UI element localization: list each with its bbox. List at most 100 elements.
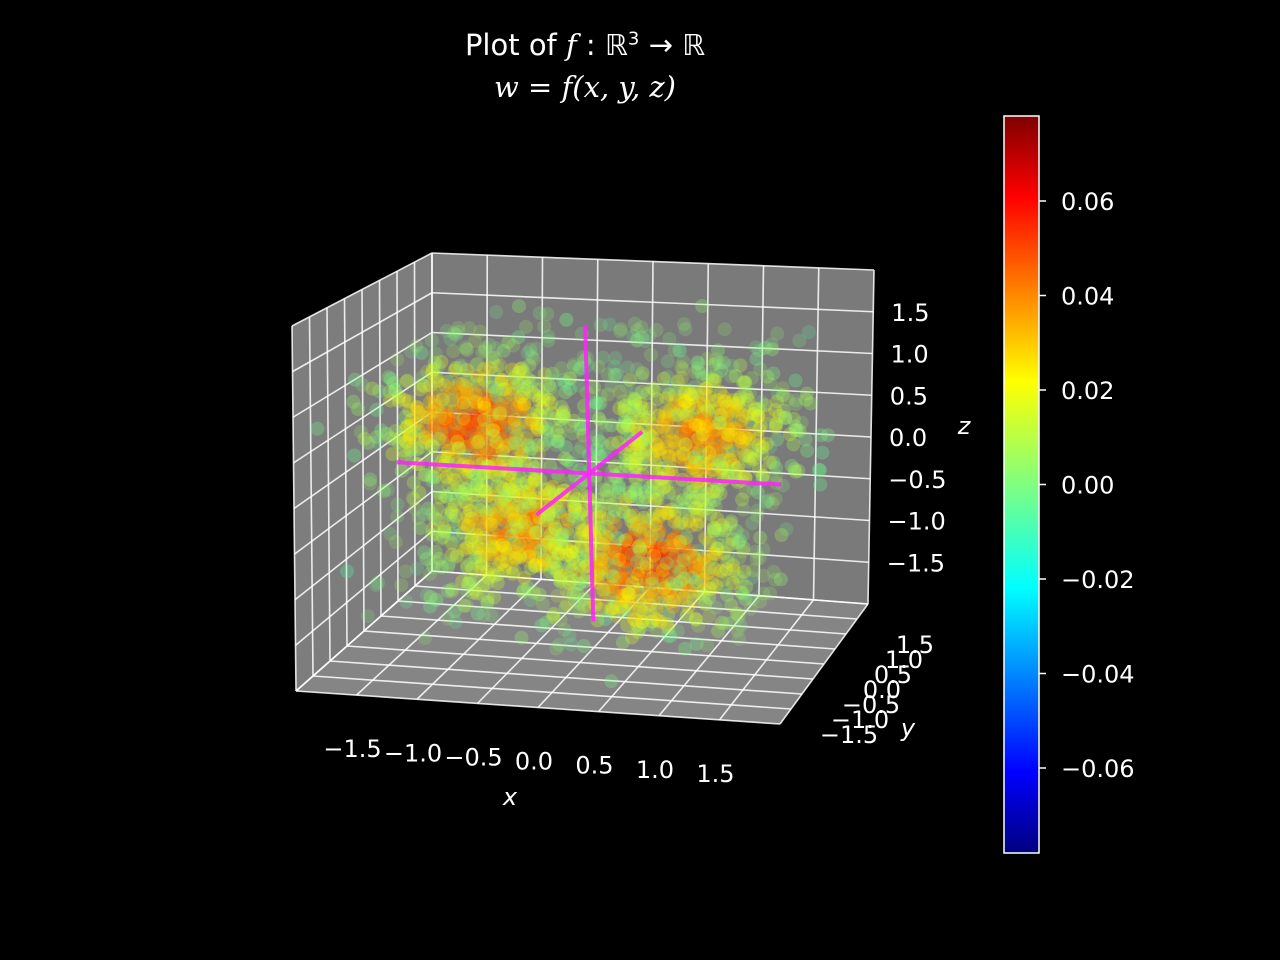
scatter-point [720, 554, 735, 569]
scatter-point [604, 572, 619, 586]
scatter-point [471, 540, 486, 555]
scatter-point [717, 322, 732, 337]
scatter-point [494, 527, 509, 541]
scatter-point [424, 404, 439, 419]
scatter-point [540, 502, 555, 517]
scatter-point [638, 485, 653, 500]
scatter-point [519, 539, 533, 554]
scatter-point [636, 604, 651, 619]
scatter-point [684, 455, 699, 470]
scatter-point [651, 527, 666, 542]
scatter-point [577, 599, 592, 614]
scatter-point [775, 381, 790, 396]
scatter-point [769, 468, 783, 483]
scatter-point [511, 423, 526, 437]
scatter-point [494, 479, 509, 494]
scatter-point [494, 555, 509, 570]
scatter-point [676, 553, 691, 568]
scatter-point [456, 525, 471, 540]
scatter-point [424, 439, 439, 454]
scatter-point [661, 505, 676, 520]
scatter-point [630, 592, 645, 607]
scatter-point [505, 362, 520, 377]
scatter-point [477, 387, 492, 402]
scatter-point [696, 551, 711, 566]
scatter-point [625, 415, 640, 430]
scatter-point [754, 394, 769, 409]
scatter-point [715, 526, 730, 541]
scatter-point [741, 449, 756, 464]
scatter-point [546, 606, 561, 621]
scatter-point [567, 504, 582, 518]
scatter-point [675, 446, 690, 461]
scatter-point [686, 484, 701, 499]
scatter-point [517, 400, 532, 415]
scatter-point [489, 305, 504, 319]
scatter-point [718, 616, 733, 631]
scatter-point [719, 405, 734, 420]
scatter-point [630, 333, 645, 348]
scatter-point [558, 600, 573, 615]
scatter-point [397, 443, 412, 458]
scatter-point [632, 539, 647, 554]
scatter-point [528, 558, 543, 573]
scatter-point [400, 373, 415, 388]
scatter-point [388, 424, 403, 438]
scatter-point [730, 396, 745, 410]
scatter-point [472, 483, 487, 498]
scatter-point [523, 438, 538, 453]
scatter-point [471, 435, 486, 450]
scatter-point [531, 422, 546, 437]
scatter-point [525, 538, 540, 553]
scatter-point [657, 569, 671, 584]
scatter-point [665, 433, 679, 448]
scatter-point [505, 517, 520, 532]
z-tick-label: 0.0 [889, 424, 927, 452]
scatter-point [536, 437, 551, 452]
scatter-point [721, 465, 736, 480]
scatter-point [549, 373, 564, 388]
scatter-point [636, 449, 651, 464]
scatter-point [639, 560, 654, 575]
scatter-point [526, 585, 541, 600]
scatter-point [677, 478, 692, 493]
axis-line-z [583, 325, 596, 622]
scatter-point [736, 408, 750, 423]
scatter-point [413, 521, 428, 536]
scatter-point [340, 564, 354, 579]
scatter-point [520, 345, 535, 360]
scatter-point [660, 617, 675, 632]
scatter-point [758, 340, 773, 355]
scatter-point [442, 555, 457, 570]
scatter-point [538, 553, 553, 568]
scatter-point [615, 635, 630, 650]
scatter-point [572, 571, 586, 586]
scatter-point [769, 417, 784, 432]
scatter-point [404, 449, 419, 464]
scatter-point [711, 400, 726, 415]
scatter-point [567, 510, 582, 525]
scatter-point [481, 397, 495, 412]
scatter-point [606, 559, 621, 574]
scatter-point [408, 417, 423, 432]
scatter-point [522, 508, 537, 523]
scatter-point [475, 556, 490, 571]
scatter-point [633, 514, 648, 529]
scatter-point [432, 485, 447, 500]
scatter-point [480, 393, 495, 408]
scatter-point [618, 534, 633, 549]
scatter-point [408, 502, 423, 517]
scatter-point [688, 386, 703, 401]
scatter-point [719, 435, 734, 450]
scatter-point [465, 422, 480, 437]
scatter-point [730, 623, 745, 638]
scatter-point [522, 446, 537, 461]
scatter-point [633, 396, 648, 411]
scatter-point [638, 573, 653, 588]
scatter-point [512, 525, 527, 540]
scatter-point [724, 395, 739, 410]
scatter-point [514, 484, 529, 499]
scatter-point [811, 462, 826, 477]
scatter-point [498, 488, 513, 503]
scatter-point [360, 609, 375, 624]
